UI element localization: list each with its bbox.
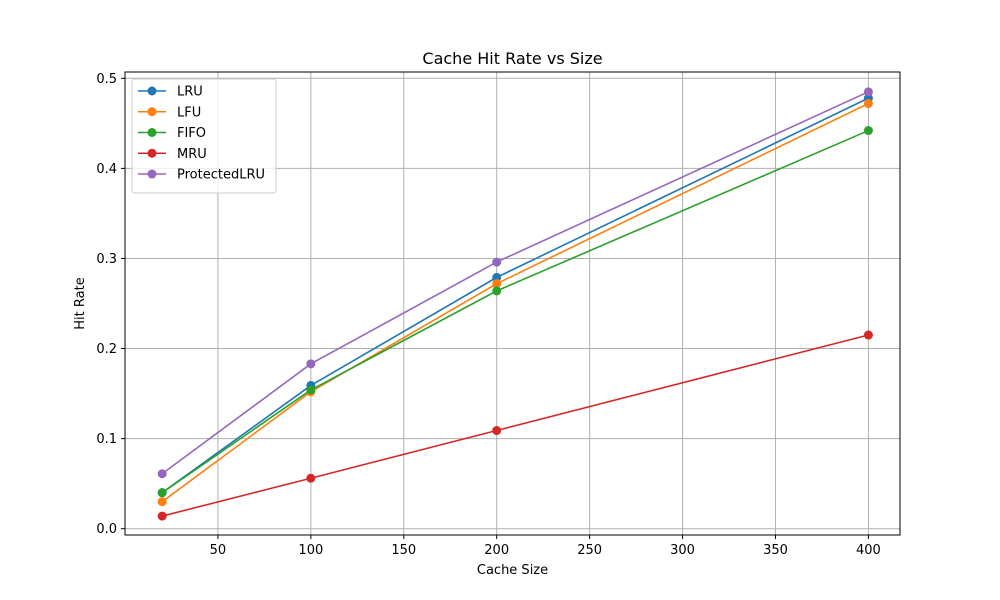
legend-item: LFU [138, 105, 201, 120]
legend: LRU LFU FIFO MRU ProtectedLRU [131, 78, 277, 194]
data-point [157, 497, 167, 507]
series-mru [157, 330, 873, 521]
x-axis-label: Cache Size [477, 563, 548, 578]
data-point [492, 272, 502, 282]
y-axis-label: Hit Rate [73, 277, 88, 329]
x-tick-label: 400 [856, 543, 881, 558]
x-tick-label: 300 [670, 543, 695, 558]
series-line [161, 91, 869, 475]
series-line [161, 97, 869, 494]
y-tick-label: 0.3 [96, 252, 117, 267]
data-point [863, 99, 873, 109]
data-point [492, 257, 502, 267]
x-tick-label: 100 [298, 543, 323, 558]
x-tick-label: 200 [484, 543, 509, 558]
data-point [157, 469, 167, 479]
legend-swatch-marker [147, 148, 157, 158]
series-protectedlru [157, 87, 873, 479]
legend-label: MRU [177, 147, 207, 162]
data-point [157, 511, 167, 521]
data-point [157, 488, 167, 498]
legend-label: LRU [177, 85, 203, 100]
legend-label: ProtectedLRU [177, 168, 265, 183]
data-point [492, 286, 502, 296]
legend-label: LFU [177, 105, 201, 120]
data-point [306, 359, 316, 369]
legend-swatch-marker [147, 169, 157, 179]
series-line [161, 102, 869, 503]
data-point [306, 385, 316, 395]
legend-item: ProtectedLRU [138, 168, 265, 183]
series-line [161, 129, 869, 494]
y-tick-label: 0.5 [96, 72, 117, 87]
ticks: 50 100 150 200 250 300 350 400 0.0 0.1 0.2 0.3 0.4 0.… [96, 72, 881, 558]
legend-swatch-marker [147, 107, 157, 117]
plot-frame [124, 71, 901, 536]
y-tick-label: 0.4 [96, 162, 117, 177]
y-tick-label: 0.1 [96, 432, 117, 447]
series-lfu [157, 99, 873, 507]
data-point [492, 426, 502, 436]
legend-swatch-marker [147, 86, 157, 96]
legend-item: MRU [138, 147, 207, 162]
series-fifo [157, 126, 873, 498]
chart-title: Cache Hit Rate vs Size [422, 49, 602, 68]
x-tick-label: 250 [577, 543, 602, 558]
y-tick-label: 0.0 [96, 522, 117, 537]
data-point [863, 87, 873, 97]
legend-swatch-marker [147, 128, 157, 137]
x-tick-label: 50 [210, 543, 227, 558]
x-tick-label: 350 [763, 543, 788, 558]
legend-item: LRU [138, 85, 203, 100]
series-layer [157, 87, 873, 521]
data-point [863, 126, 873, 136]
legend-box [131, 78, 277, 194]
legend-item: FIFO [138, 126, 206, 141]
data-point [306, 473, 316, 483]
y-tick-label: 0.2 [96, 342, 117, 357]
series-line [161, 334, 869, 517]
x-tick-label: 150 [391, 543, 416, 558]
legend-label: FIFO [177, 126, 206, 141]
grid [125, 72, 900, 535]
data-point [492, 279, 502, 289]
data-point [863, 330, 873, 340]
